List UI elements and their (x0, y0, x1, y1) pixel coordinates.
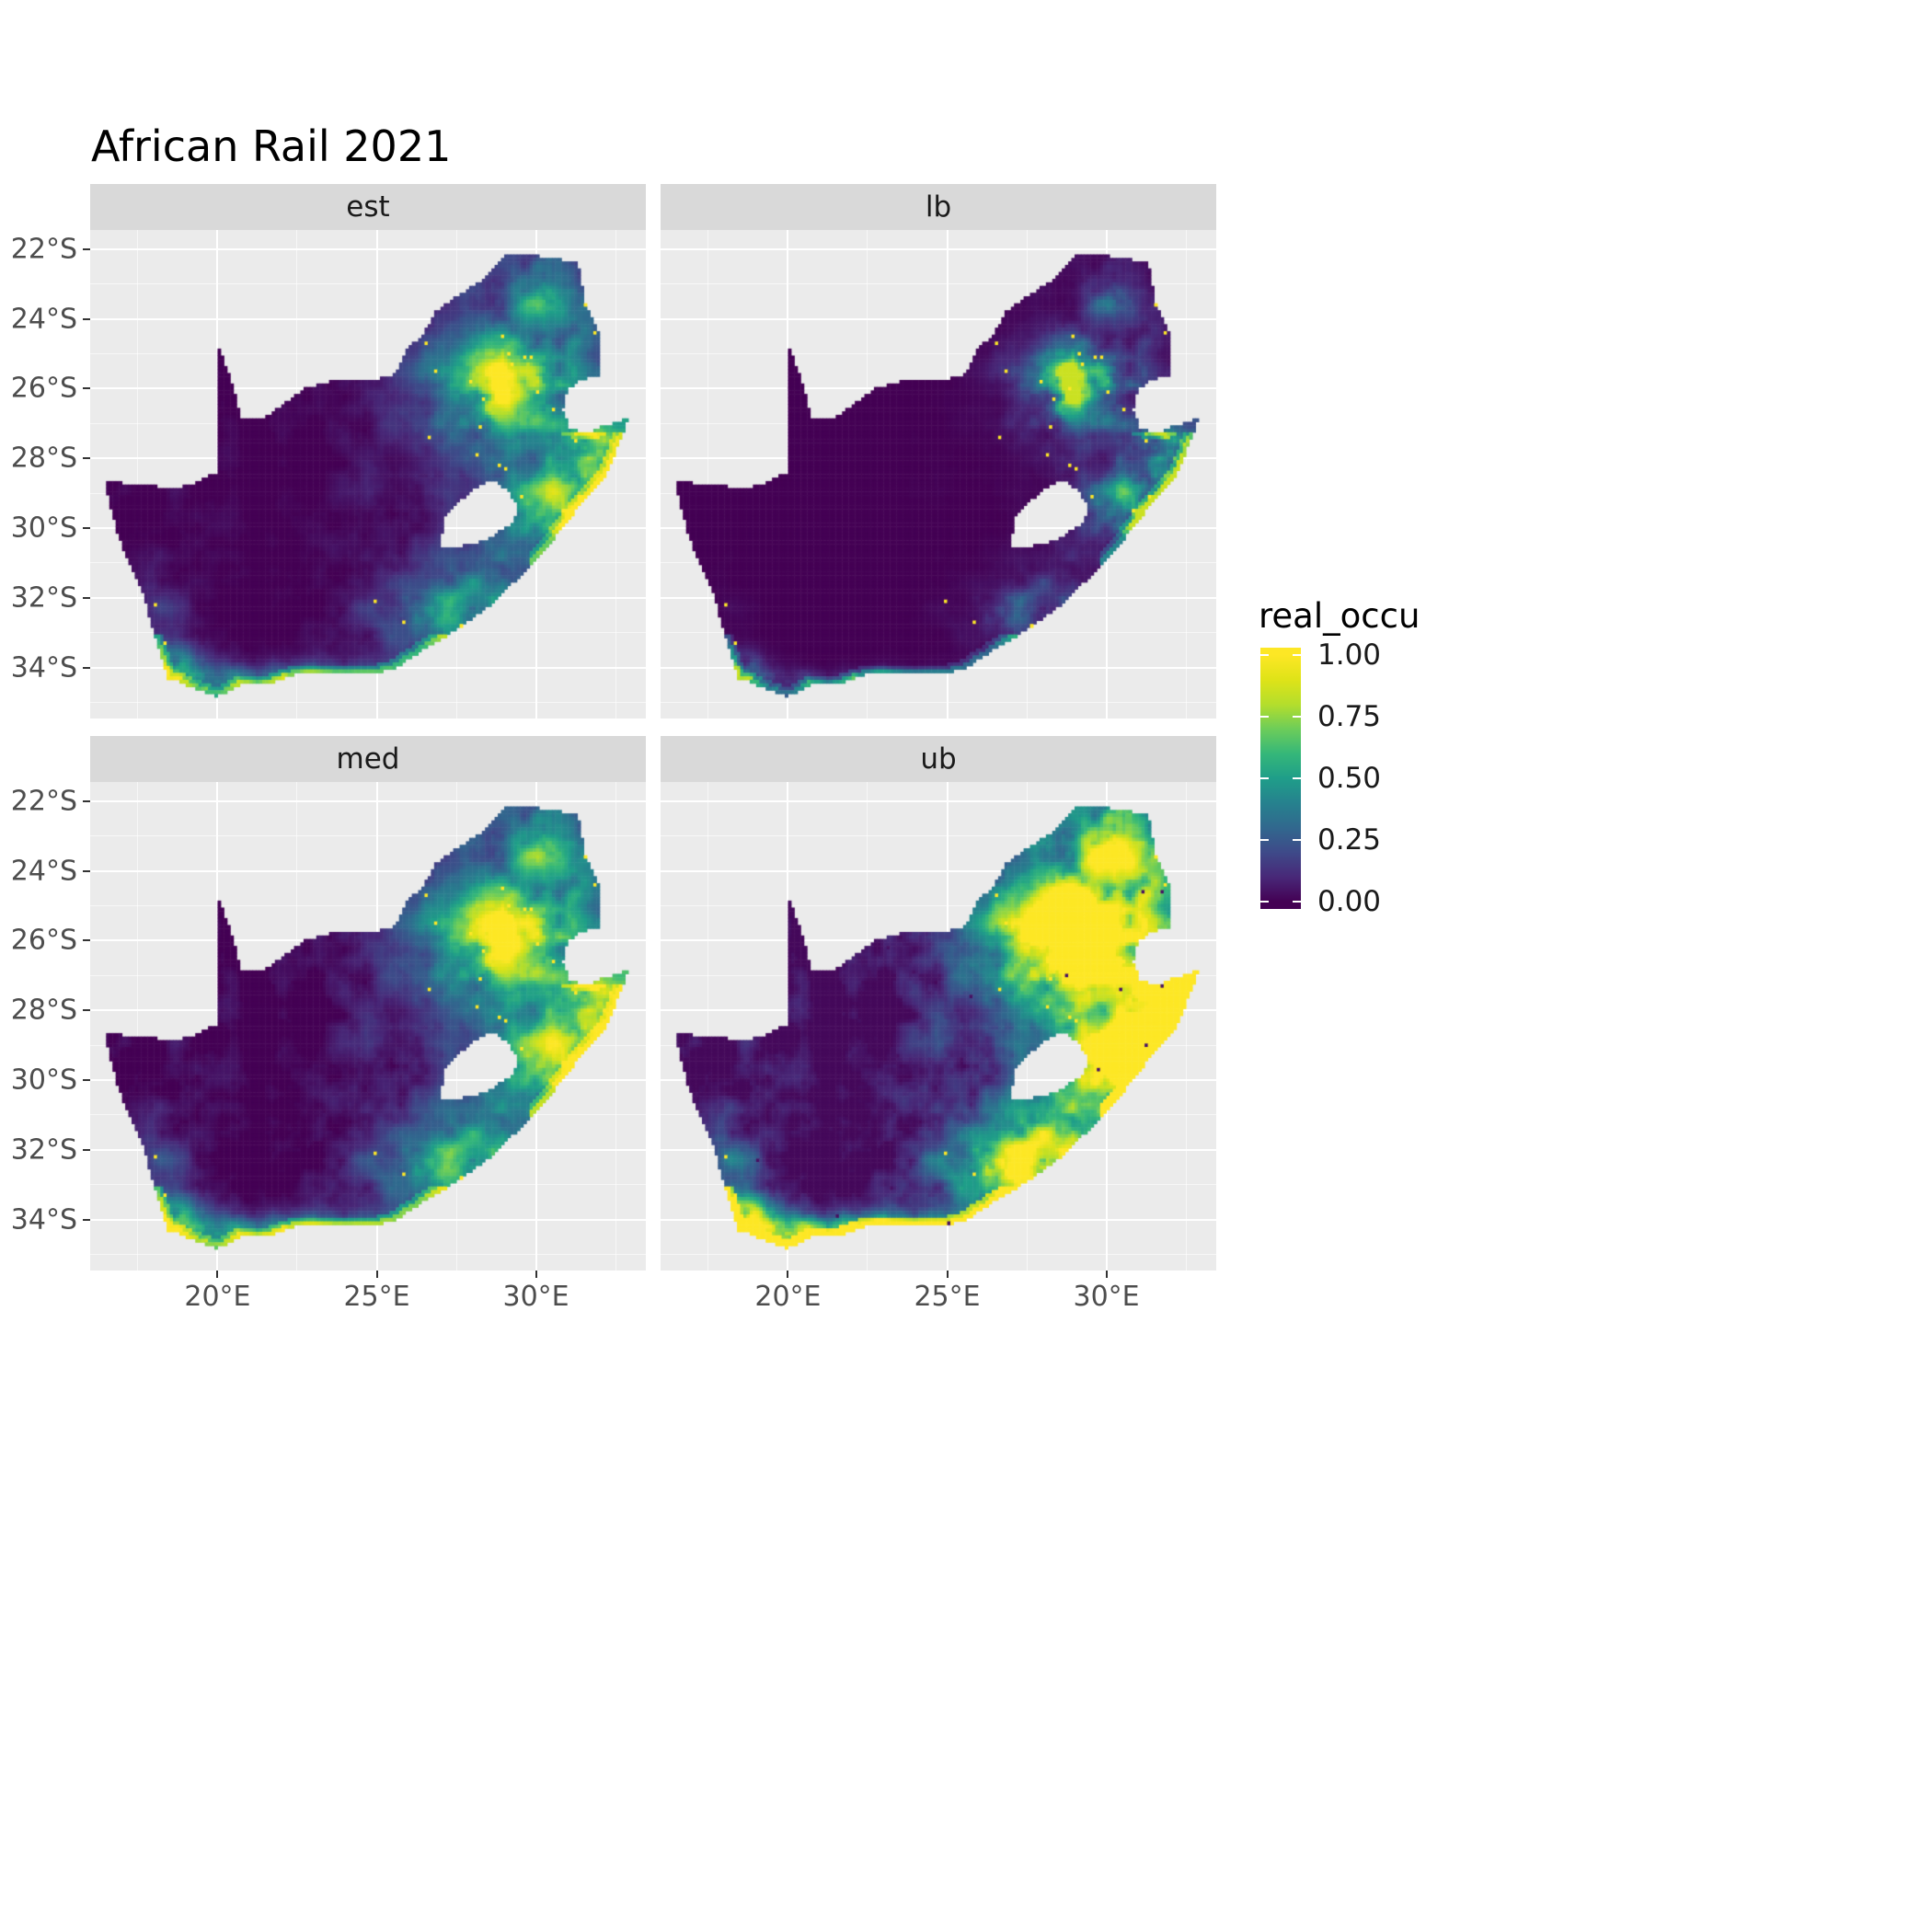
facet-strip-lb: lb (661, 184, 1216, 230)
y-axis-tick (83, 799, 90, 802)
y-axis-tick (83, 387, 90, 390)
y-axis-tick (83, 247, 90, 250)
y-axis-label: 34°S (10, 1203, 77, 1236)
facet-panel-lb (661, 230, 1216, 719)
y-axis-label: 24°S (10, 303, 77, 336)
y-axis-label: 22°S (10, 233, 77, 266)
x-axis-label: 30°E (502, 1281, 569, 1313)
legend-tick (1260, 716, 1269, 718)
x-axis-label: 25°E (343, 1281, 410, 1313)
y-axis-tick (83, 1148, 90, 1151)
legend-tick (1260, 901, 1269, 903)
y-axis-label: 34°S (10, 651, 77, 684)
x-axis-tick (1105, 1271, 1108, 1278)
y-axis-tick (83, 939, 90, 942)
facet-strip-med: med (90, 736, 646, 782)
y-axis-label: 30°S (10, 512, 77, 545)
facet-panel-ub (661, 782, 1216, 1271)
map-canvas-lb (661, 230, 1216, 719)
y-axis-label: 22°S (10, 785, 77, 818)
x-axis-tick (946, 1271, 949, 1278)
map-canvas-ub (661, 782, 1216, 1271)
legend-tick-label: 0.50 (1317, 762, 1382, 795)
legend-tick-label: 0.00 (1317, 885, 1382, 918)
y-axis-tick (83, 1009, 90, 1012)
legend-tick (1260, 654, 1269, 656)
y-axis-tick (83, 457, 90, 460)
y-axis-tick (83, 1218, 90, 1221)
y-axis-label: 26°S (10, 372, 77, 405)
x-axis-label: 20°E (754, 1281, 822, 1313)
x-axis-tick (216, 1271, 219, 1278)
legend-tick (1293, 901, 1301, 903)
facet-strip-label: ub (920, 742, 957, 776)
legend-tick-label: 0.75 (1317, 700, 1382, 733)
facet-panel-est (90, 230, 646, 719)
x-axis-label: 25°E (914, 1281, 981, 1313)
y-axis-label: 30°S (10, 1064, 77, 1097)
facet-panel-med (90, 782, 646, 1271)
legend-tick (1293, 839, 1301, 841)
y-axis-label: 32°S (10, 581, 77, 615)
plot-title: African Rail 2021 (91, 121, 452, 171)
y-axis-tick (83, 596, 90, 599)
y-axis-label: 24°S (10, 855, 77, 888)
facet-strip-ub: ub (661, 736, 1216, 782)
y-axis-tick (83, 869, 90, 872)
x-axis-label: 20°E (184, 1281, 251, 1313)
x-axis-tick (535, 1271, 537, 1278)
legend-title: real_occu (1259, 596, 1420, 636)
y-axis-label: 32°S (10, 1133, 77, 1167)
y-axis-label: 28°S (10, 442, 77, 475)
facet-strip-label: med (336, 742, 400, 776)
y-axis-tick (83, 1079, 90, 1082)
legend-tick (1260, 777, 1269, 779)
y-axis-tick (83, 666, 90, 669)
facet-strip-label: est (346, 190, 390, 224)
facet-strip-est: est (90, 184, 646, 230)
y-axis-tick (83, 527, 90, 530)
x-axis-label: 30°E (1073, 1281, 1140, 1313)
y-axis-label: 26°S (10, 924, 77, 957)
map-canvas-med (90, 782, 646, 1271)
legend-tick (1260, 839, 1269, 841)
legend-tick-label: 1.00 (1317, 638, 1382, 672)
y-axis-label: 28°S (10, 994, 77, 1027)
legend-tick (1293, 654, 1301, 656)
legend-tick (1293, 716, 1301, 718)
legend-tick-label: 0.25 (1317, 823, 1382, 857)
legend-tick (1293, 777, 1301, 779)
facet-strip-label: lb (925, 190, 952, 224)
y-axis-tick (83, 317, 90, 320)
x-axis-tick (787, 1271, 789, 1278)
map-canvas-est (90, 230, 646, 719)
x-axis-tick (375, 1271, 378, 1278)
